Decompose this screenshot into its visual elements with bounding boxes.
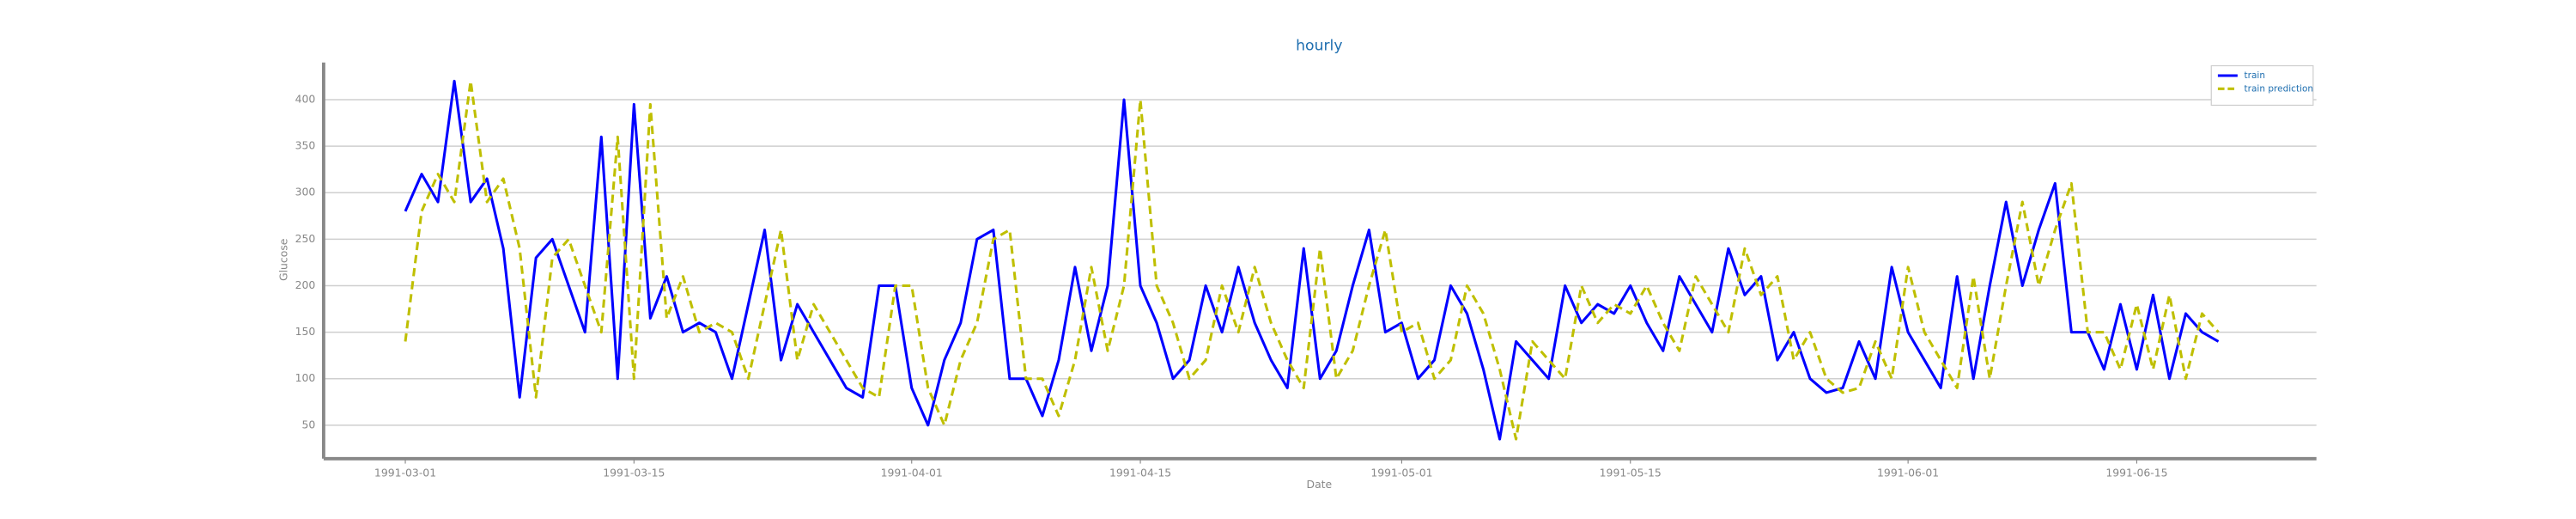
legend-box bbox=[2210, 64, 2314, 107]
legend-label: train bbox=[2245, 70, 2265, 81]
legend: train train prediction bbox=[2210, 64, 2314, 107]
y-tick-label: 50 bbox=[302, 418, 316, 430]
y-tick-label: 300 bbox=[295, 186, 316, 198]
x-axis-label: Date bbox=[1307, 478, 1333, 491]
y-tick-label: 100 bbox=[295, 371, 316, 384]
x-tick-label: 1991-04-01 bbox=[881, 467, 943, 479]
x-tick-label: 1991-06-15 bbox=[2105, 467, 2167, 479]
y-axis-label: Glucose bbox=[276, 239, 289, 282]
y-tick-label: 200 bbox=[295, 278, 316, 291]
series-line bbox=[404, 79, 2220, 441]
x-tick-label: 1991-05-01 bbox=[1370, 467, 1432, 479]
y-tick-label: 250 bbox=[295, 232, 316, 245]
legend-label: train prediction bbox=[2245, 83, 2314, 94]
y-tick-label: 150 bbox=[295, 325, 316, 338]
y-tick-label: 400 bbox=[295, 92, 316, 105]
x-tick-label: 1991-03-01 bbox=[374, 467, 436, 479]
chart-title: hourly bbox=[1296, 38, 1342, 55]
x-tick-label: 1991-06-01 bbox=[1877, 467, 1939, 479]
x-tick-label: 1991-03-15 bbox=[603, 467, 665, 479]
y-tick-label: 350 bbox=[295, 139, 316, 152]
x-tick-label: 1991-04-15 bbox=[1109, 467, 1171, 479]
series-line bbox=[404, 79, 2220, 441]
x-tick-label: 1991-05-15 bbox=[1600, 467, 1662, 479]
